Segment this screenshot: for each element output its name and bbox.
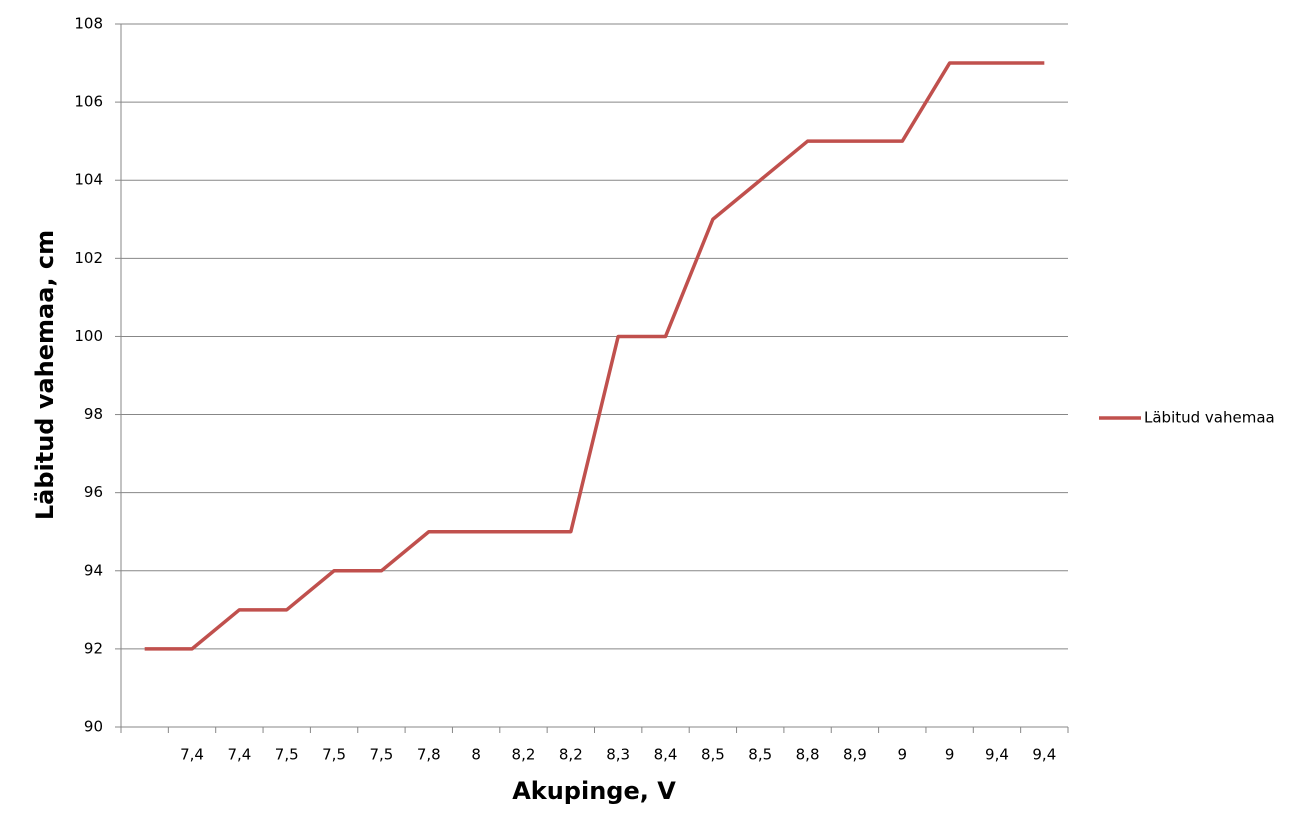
x-tick-label: 8,8 — [796, 746, 820, 764]
x-tick-label: 9 — [898, 746, 908, 764]
y-tick-label: 100 — [74, 327, 103, 345]
y-tick-label: 92 — [84, 639, 103, 657]
x-tick-label: 8,2 — [512, 746, 536, 764]
x-tick-label: 8,5 — [701, 746, 725, 764]
y-tick-label: 104 — [74, 171, 103, 189]
x-tick-label: 8 — [471, 746, 481, 764]
y-axis-title: Läbitud vahemaa, cm — [31, 230, 59, 520]
legend-label: Läbitud vahemaa — [1144, 409, 1275, 427]
y-tick-label: 90 — [84, 718, 103, 736]
y-tick-label: 98 — [84, 405, 103, 423]
x-tick-label: 7,8 — [417, 746, 441, 764]
x-tick-label: 8,5 — [748, 746, 772, 764]
x-axis-title: Akupinge, V — [512, 777, 676, 805]
x-tick-label: 7,4 — [227, 746, 251, 764]
x-tick-label: 8,4 — [654, 746, 678, 764]
x-tick-label: 9 — [945, 746, 955, 764]
x-tick-label: 7,5 — [322, 746, 346, 764]
x-tick-label: 8,9 — [843, 746, 867, 764]
x-tick-label: 8,2 — [559, 746, 583, 764]
x-tick-label: 8,3 — [606, 746, 630, 764]
y-tick-label: 94 — [84, 561, 103, 579]
x-tick-label: 7,5 — [369, 746, 393, 764]
y-tick-label: 108 — [74, 15, 103, 33]
x-tick-label: 7,5 — [275, 746, 299, 764]
y-tick-label: 106 — [74, 93, 103, 111]
x-tick-label: 7,4 — [180, 746, 204, 764]
x-tick-label: 9,4 — [1032, 746, 1056, 764]
line-series — [144, 61, 1045, 651]
x-tick-label: 9,4 — [985, 746, 1009, 764]
y-tick-label: 96 — [84, 483, 103, 501]
y-tick-label: 102 — [74, 249, 103, 267]
